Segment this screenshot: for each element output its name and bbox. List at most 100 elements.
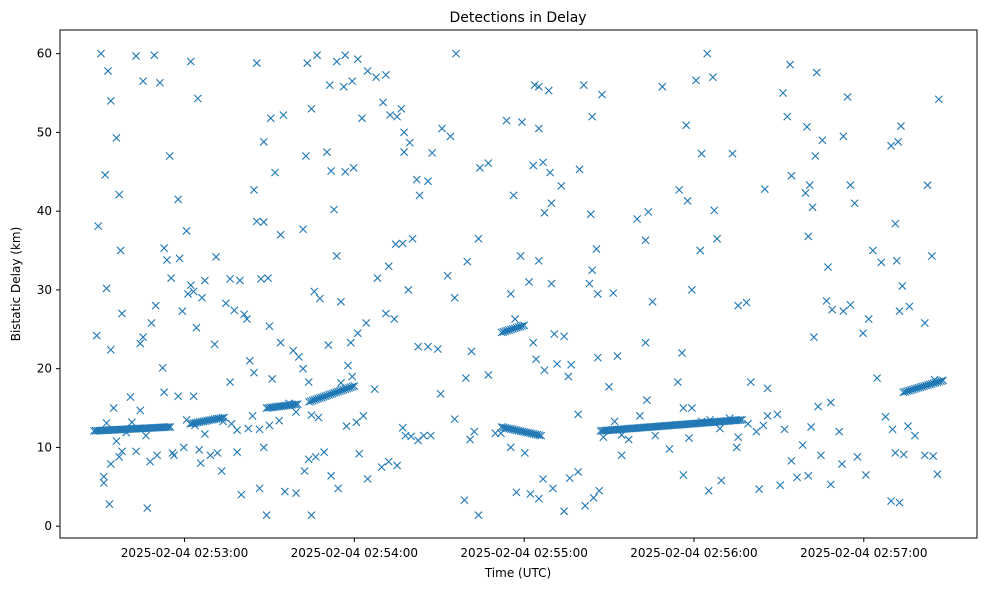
data-point (525, 278, 534, 287)
data-point (151, 301, 160, 310)
data-point (192, 323, 201, 332)
data-point (198, 293, 207, 302)
data-point (910, 431, 919, 440)
data-point (704, 486, 713, 495)
data-point (219, 417, 228, 426)
data-point (920, 451, 929, 460)
data-point (759, 421, 768, 430)
data-point (293, 400, 302, 409)
data-point (352, 418, 361, 427)
data-point (887, 496, 896, 505)
data-point (443, 271, 452, 280)
data-point (592, 244, 601, 253)
data-point (408, 234, 417, 243)
data-point (266, 114, 275, 123)
data-point (169, 451, 178, 460)
data-point (265, 421, 274, 430)
data-point (349, 163, 358, 172)
data-point (939, 376, 948, 385)
data-point (843, 92, 852, 101)
data-point (613, 352, 622, 361)
data-point (752, 427, 761, 436)
data-point (818, 136, 827, 145)
data-point (141, 431, 150, 440)
data-point (200, 276, 209, 285)
data-point (509, 191, 518, 200)
data-point (101, 170, 110, 179)
data-point (526, 489, 535, 498)
data-point (506, 443, 515, 452)
data-point (390, 315, 399, 324)
data-point (348, 77, 357, 86)
data-point (94, 222, 103, 231)
scatter-series (89, 49, 948, 520)
data-point (658, 82, 667, 91)
data-point (162, 255, 171, 264)
data-point (534, 256, 543, 265)
data-point (355, 449, 364, 458)
data-point (300, 467, 309, 476)
data-point (786, 60, 795, 69)
data-point (665, 445, 674, 453)
data-point (734, 301, 743, 310)
data-point (802, 122, 811, 131)
data-point (641, 236, 650, 245)
data-point (624, 435, 633, 444)
data-point (673, 378, 682, 387)
data-point (715, 424, 724, 433)
data-point (708, 73, 717, 82)
data-point (165, 152, 174, 161)
data-point (560, 507, 569, 516)
data-point (812, 68, 821, 77)
data-point (859, 329, 868, 338)
data-point (397, 104, 406, 113)
data-point (717, 476, 726, 485)
data-point (540, 208, 549, 217)
data-point (189, 287, 198, 296)
data-point (348, 372, 357, 381)
data-point (574, 410, 583, 419)
data-point (593, 289, 602, 298)
data-point (320, 448, 329, 457)
data-point (325, 81, 334, 90)
data-point (532, 355, 541, 364)
data-point (816, 451, 825, 460)
data-point (341, 167, 350, 176)
data-point (393, 461, 402, 470)
data-point (793, 473, 802, 482)
y-tick-label: 40 (37, 204, 52, 218)
data-point (412, 175, 421, 184)
data-point (502, 116, 511, 125)
x-tick-label: 2025-02-04 02:56:00 (630, 546, 757, 560)
data-point (467, 347, 476, 356)
data-point (186, 281, 195, 290)
data-point (237, 490, 246, 499)
data-point (725, 414, 734, 423)
data-point (268, 374, 277, 383)
data-point (937, 377, 946, 386)
data-point (160, 388, 169, 397)
data-point (307, 511, 316, 520)
data-point (310, 287, 319, 296)
data-point (174, 392, 183, 401)
data-point (809, 333, 818, 342)
data-point (315, 294, 324, 303)
data-point (534, 494, 543, 503)
data-point (506, 289, 515, 298)
data-point (182, 226, 191, 235)
data-point (564, 372, 573, 381)
data-point (373, 274, 382, 283)
data-point (804, 471, 813, 480)
data-point (463, 257, 472, 266)
data-point (713, 234, 722, 243)
data-point (610, 417, 619, 426)
data-point (336, 297, 345, 306)
data-point (112, 437, 121, 446)
data-point (732, 443, 741, 452)
data-point (391, 240, 400, 249)
data-point (285, 399, 294, 408)
data-point (826, 398, 835, 407)
y-tick-label: 30 (37, 283, 52, 297)
data-point (384, 457, 393, 466)
